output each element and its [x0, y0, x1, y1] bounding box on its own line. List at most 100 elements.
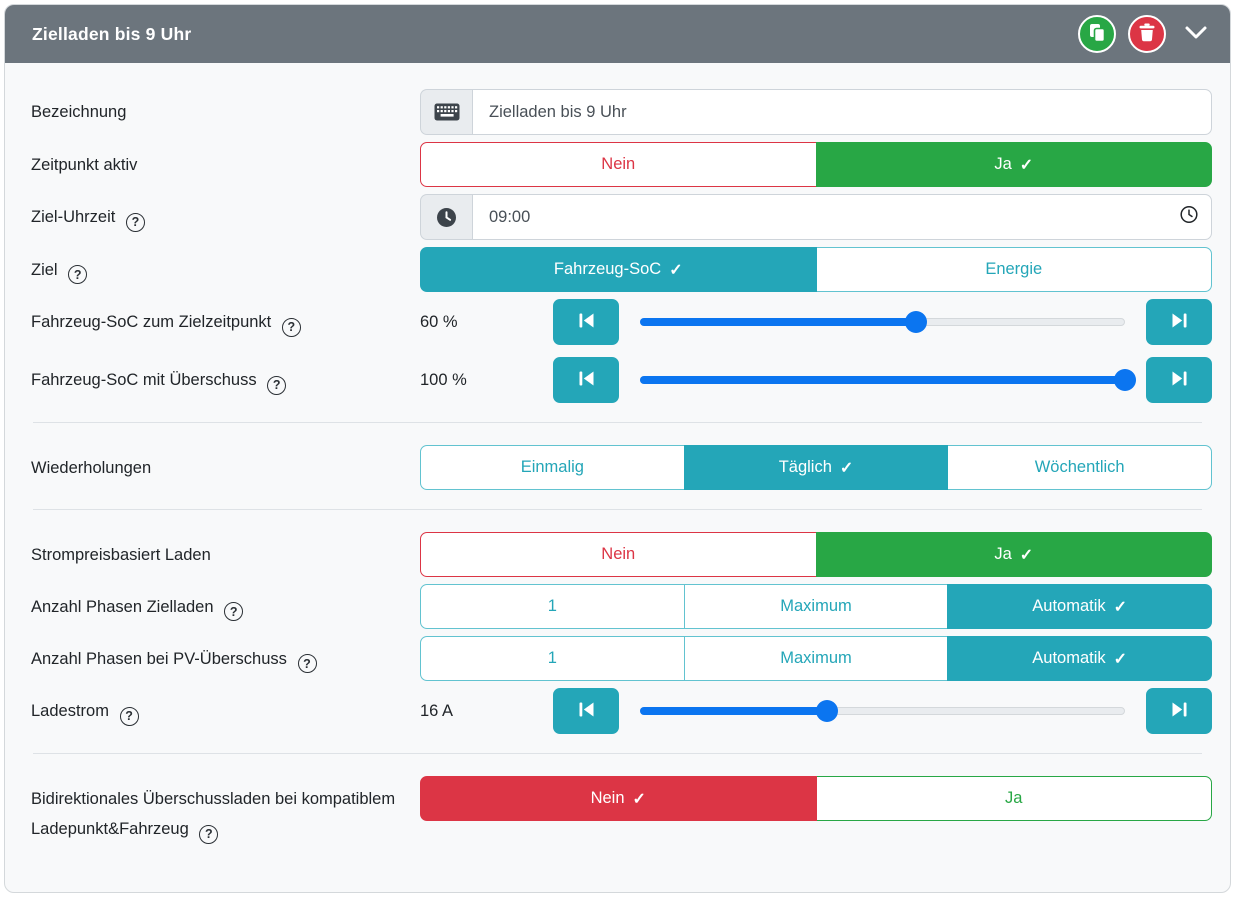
zeitpunkt-aktiv-ja-button[interactable]: Ja ✓ — [815, 142, 1212, 187]
soc-ueberschuss-min-button[interactable] — [553, 357, 619, 403]
soc-ueberschuss-max-button[interactable] — [1146, 357, 1212, 403]
phasen-zielladen-automatik-button[interactable]: Automatik ✓ — [947, 584, 1213, 629]
skip-end-icon — [1170, 312, 1189, 332]
zeitpunkt-aktiv-toggle: Nein Ja ✓ — [420, 142, 1212, 187]
phasen-pv-1-button[interactable]: 1 — [420, 636, 685, 681]
skip-start-icon — [577, 701, 596, 721]
bezeichnung-input[interactable] — [472, 89, 1212, 135]
charge-plan-card: Zielladen bis 9 Uhr — [4, 4, 1231, 893]
help-icon[interactable]: ? — [224, 602, 244, 621]
help-icon[interactable]: ? — [119, 706, 139, 726]
slider-thumb[interactable] — [1114, 369, 1136, 391]
copy-plan-button[interactable] — [1078, 15, 1116, 53]
wiederholungen-taeglich-button[interactable]: Täglich ✓ — [683, 445, 949, 490]
soc-ueberschuss-label: Fahrzeug-SoC mit Überschuss ? — [31, 365, 420, 395]
row-soc-ueberschuss: Fahrzeug-SoC mit Überschuss ? 100 % — [31, 357, 1212, 403]
copy-icon — [1088, 23, 1107, 46]
soc-ziel-max-button[interactable] — [1146, 299, 1212, 345]
collapse-button[interactable] — [1184, 25, 1208, 43]
slider-thumb[interactable] — [905, 311, 928, 333]
card-header: Zielladen bis 9 Uhr — [5, 5, 1230, 63]
delete-plan-button[interactable] — [1128, 15, 1166, 53]
help-icon[interactable]: ? — [125, 212, 145, 232]
check-icon: ✓ — [669, 261, 683, 279]
ladestrom-slider[interactable] — [640, 688, 1125, 734]
ladestrom-min-button[interactable] — [553, 688, 619, 734]
row-bidirektional: Bidirektionales Überschussladen bei komp… — [31, 776, 1212, 844]
keyboard-icon — [420, 89, 472, 135]
help-icon[interactable]: ? — [199, 824, 219, 844]
ziel-uhrzeit-label: Ziel-Uhrzeit ? — [31, 202, 420, 232]
bidirektional-label: Bidirektionales Überschussladen bei komp… — [31, 776, 420, 844]
ziel-energie-button[interactable]: Energie — [815, 247, 1212, 292]
phasen-zielladen-label: Anzahl Phasen Zielladen ? — [31, 592, 420, 622]
row-phasen-pv: Anzahl Phasen bei PV-Überschuss ? 1 Maxi… — [31, 636, 1213, 681]
ladestrom-label: Ladestrom ? — [31, 696, 420, 726]
phasen-pv-label: Anzahl Phasen bei PV-Überschuss ? — [31, 644, 420, 674]
clock-icon — [420, 194, 472, 240]
section-divider — [33, 422, 1202, 423]
strompreis-ja-button[interactable]: Ja ✓ — [815, 532, 1212, 577]
phasen-pv-maximum-button[interactable]: Maximum — [683, 636, 949, 681]
slider-thumb[interactable] — [815, 700, 838, 722]
phasen-zielladen-maximum-button[interactable]: Maximum — [683, 584, 949, 629]
phasen-zielladen-toggle: 1 Maximum Automatik ✓ — [420, 584, 1213, 629]
row-zeitpunkt-aktiv: Zeitpunkt aktiv Nein Ja ✓ — [31, 142, 1212, 187]
plan-title: Zielladen bis 9 Uhr — [32, 23, 192, 44]
check-icon: ✓ — [1113, 650, 1128, 668]
ladestrom-max-button[interactable] — [1146, 688, 1212, 734]
row-ladestrom: Ladestrom ? 16 A — [31, 688, 1212, 734]
wiederholungen-label: Wiederholungen — [31, 458, 152, 477]
row-phasen-zielladen: Anzahl Phasen Zielladen ? 1 Maximum Auto… — [31, 584, 1213, 629]
section-divider — [33, 753, 1202, 754]
zeitpunkt-aktiv-nein-button[interactable]: Nein — [420, 142, 817, 187]
wiederholungen-einmalig-button[interactable]: Einmalig — [420, 445, 685, 490]
strompreis-toggle: Nein Ja ✓ — [420, 532, 1212, 577]
row-bezeichnung: Bezeichnung — [31, 89, 1212, 135]
soc-ueberschuss-value: 100 % — [420, 370, 467, 389]
ziel-label: Ziel ? — [31, 255, 420, 285]
soc-ziel-slider[interactable] — [640, 299, 1125, 345]
bidirektional-nein-button[interactable]: Nein ✓ — [420, 776, 817, 821]
check-icon: ✓ — [1113, 598, 1128, 616]
time-input-group — [420, 194, 1212, 240]
check-icon: ✓ — [1019, 156, 1034, 174]
ziel-soc-button[interactable]: Fahrzeug-SoC ✓ — [420, 247, 817, 292]
zeitpunkt-aktiv-label: Zeitpunkt aktiv — [31, 155, 138, 174]
bezeichnung-label: Bezeichnung — [31, 103, 127, 121]
ziel-uhrzeit-input[interactable] — [472, 194, 1212, 240]
row-wiederholungen: Wiederholungen Einmalig Täglich ✓ Wöchen… — [31, 445, 1213, 490]
soc-ziel-value: 60 % — [420, 312, 458, 331]
ziel-toggle: Fahrzeug-SoC ✓ Energie — [420, 247, 1212, 292]
row-strompreis: Strompreisbasiert Laden Nein Ja ✓ — [31, 532, 1212, 577]
check-icon: ✓ — [1019, 546, 1034, 564]
strompreis-nein-button[interactable]: Nein — [420, 532, 817, 577]
row-ziel-uhrzeit: Ziel-Uhrzeit ? — [31, 194, 1212, 240]
header-actions — [1078, 15, 1208, 53]
soc-ziel-label: Fahrzeug-SoC zum Zielzeitpunkt ? — [31, 307, 420, 337]
chevron-down-icon — [1184, 25, 1208, 43]
skip-end-icon — [1170, 701, 1189, 721]
help-icon[interactable]: ? — [281, 317, 301, 337]
check-icon: ✓ — [839, 459, 854, 477]
wiederholungen-toggle: Einmalig Täglich ✓ Wöchentlich — [420, 445, 1213, 490]
phasen-zielladen-1-button[interactable]: 1 — [420, 584, 685, 629]
section-divider — [33, 509, 1202, 510]
time-input-wrap — [472, 194, 1212, 240]
help-icon[interactable]: ? — [267, 375, 287, 395]
phasen-pv-toggle: 1 Maximum Automatik ✓ — [420, 636, 1213, 681]
slider-fill — [640, 707, 827, 715]
slider-fill — [640, 376, 1125, 384]
ladestrom-value: 16 A — [420, 701, 454, 720]
phasen-pv-automatik-button[interactable]: Automatik ✓ — [947, 636, 1213, 681]
soc-ueberschuss-slider[interactable] — [640, 357, 1136, 403]
slider-fill — [640, 318, 917, 326]
soc-ziel-min-button[interactable] — [553, 299, 619, 345]
bidirektional-toggle: Nein ✓ Ja — [420, 776, 1212, 821]
bidirektional-ja-button[interactable]: Ja — [815, 776, 1212, 821]
help-icon[interactable]: ? — [68, 265, 88, 284]
wiederholungen-woechentlich-button[interactable]: Wöchentlich — [947, 445, 1213, 490]
help-icon[interactable]: ? — [297, 654, 317, 673]
row-ziel: Ziel ? Fahrzeug-SoC ✓ Energie — [31, 247, 1212, 292]
